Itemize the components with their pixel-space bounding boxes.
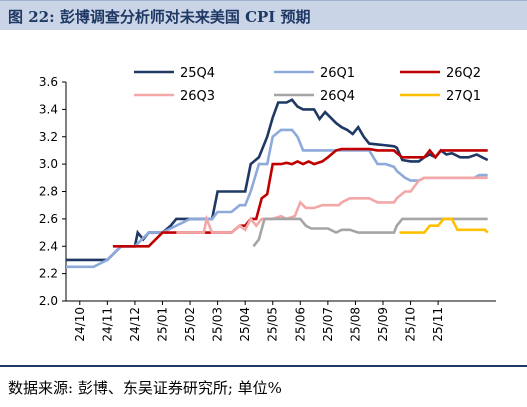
x-tick-label: 25/11	[431, 307, 445, 342]
x-tick-label: 25/07	[321, 307, 335, 342]
y-tick-label: 2.6	[39, 212, 58, 226]
title-bar: 图 22: 彭博调查分析师对未来美国 CPI 预期	[0, 0, 527, 30]
figure-title: 图 22: 彭博调查分析师对未来美国 CPI 预期	[8, 8, 311, 26]
legend-label-26q2: 26Q2	[446, 66, 481, 81]
series-line-27q1	[399, 217, 489, 234]
cpi-expectation-line-chart: 2.0 2.2 2.4 2.6 2.8 3.0 3.2 3.4 3.6 24/10 24/11 24/…	[39, 66, 496, 342]
x-tick-label: 25/04	[238, 307, 252, 342]
y-tick-label: 3.2	[39, 130, 58, 144]
x-tick-label: 25/02	[183, 307, 197, 342]
source-bar: 数据来源: 彭博、东吴证券研究所; 单位%	[0, 365, 527, 407]
source-note: 数据来源: 彭博、东吴证券研究所; 单位%	[8, 379, 282, 397]
x-tick-label: 25/03	[211, 307, 225, 342]
series-line-25q4	[66, 98, 489, 262]
y-tick-label: 3.4	[39, 102, 58, 116]
legend-label-26q3: 26Q3	[180, 89, 215, 104]
y-tick-label: 2.8	[39, 185, 58, 199]
legend-label-26q1: 26Q1	[320, 66, 355, 81]
x-tick-label: 25/01	[155, 307, 169, 342]
y-tick-label: 2.4	[39, 239, 58, 253]
x-tick-label: 25/06	[293, 307, 307, 342]
y-tick-label: 2.2	[39, 267, 58, 281]
y-tick-label: 3.0	[39, 157, 58, 171]
x-tick-label: 24/12	[128, 307, 142, 342]
series-line-26q3	[176, 176, 488, 234]
legend-label-25q4: 25Q4	[180, 66, 215, 81]
x-tick-label: 24/10	[73, 307, 87, 342]
x-tick-label: 25/09	[376, 307, 390, 342]
x-tick-label: 25/10	[404, 307, 418, 342]
x-tick-label: 24/11	[100, 307, 114, 342]
legend-label-27q1: 27Q1	[446, 89, 481, 104]
series-line-26q4	[252, 217, 488, 248]
x-tick-label: 25/05	[266, 307, 280, 342]
y-tick-label: 2.0	[39, 294, 58, 308]
x-tick-label: 25/08	[348, 307, 362, 342]
y-tick-label: 3.6	[39, 75, 58, 89]
series-line-26q2	[112, 147, 488, 248]
legend-label-26q4: 26Q4	[320, 89, 355, 104]
